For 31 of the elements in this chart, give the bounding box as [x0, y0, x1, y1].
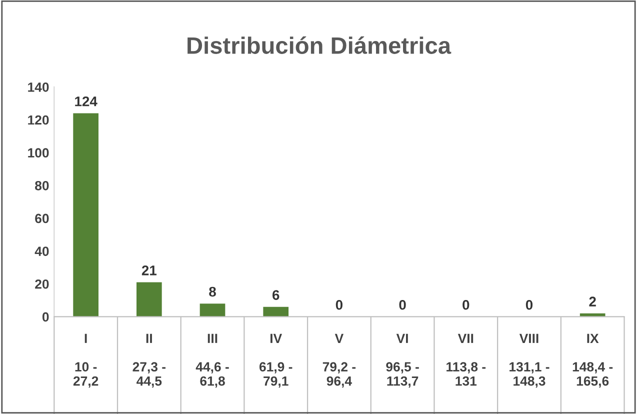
category-label: VII 113,8 - 131 — [446, 334, 486, 386]
bar — [263, 306, 289, 317]
y-tick-label: 120 — [28, 115, 49, 125]
category-label: VI 96,5 - 113,7 — [386, 334, 419, 388]
data-label: 0 — [336, 300, 342, 310]
data-label: 0 — [462, 300, 470, 310]
data-label: 21 — [142, 266, 156, 276]
category-label: III 44,6 - 61,8 — [196, 334, 229, 388]
category-label: VIII 131,1 - 148,3 — [510, 334, 550, 388]
category-label: IX 148,4 - 165,6 — [572, 334, 613, 388]
data-label: 0 — [526, 300, 533, 310]
category-label: IV 61,9 - 79,1 — [259, 334, 292, 388]
y-tick-label: 80 — [35, 180, 49, 190]
bar — [200, 304, 226, 317]
category-label: I 10 - 27,2 — [73, 334, 98, 388]
chart-title: Distribución Diámetrica — [188, 36, 452, 54]
data-label: 6 — [272, 290, 280, 300]
y-tick-label: 60 — [35, 214, 49, 224]
data-label: 124 — [75, 96, 98, 106]
data-label: 2 — [589, 296, 596, 306]
bar — [73, 113, 98, 317]
data-label: 0 — [399, 300, 406, 310]
y-tick-label: 100 — [28, 148, 49, 158]
category-label: V 79,2 - 96,4 — [322, 334, 356, 388]
data-label: 8 — [209, 286, 216, 297]
y-tick-label: 140 — [28, 82, 49, 92]
category-label: II 27,3 - 44,5 — [132, 334, 166, 388]
bar — [136, 282, 162, 317]
y-tick-label: 0 — [42, 312, 49, 322]
y-tick-label: 40 — [34, 246, 49, 256]
y-tick-label: 20 — [35, 279, 49, 289]
